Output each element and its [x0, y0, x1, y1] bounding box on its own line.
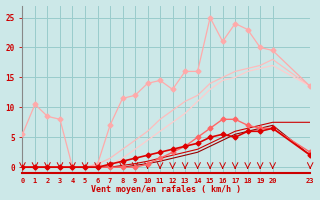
X-axis label: Vent moyen/en rafales ( km/h ): Vent moyen/en rafales ( km/h ) [91, 185, 241, 194]
